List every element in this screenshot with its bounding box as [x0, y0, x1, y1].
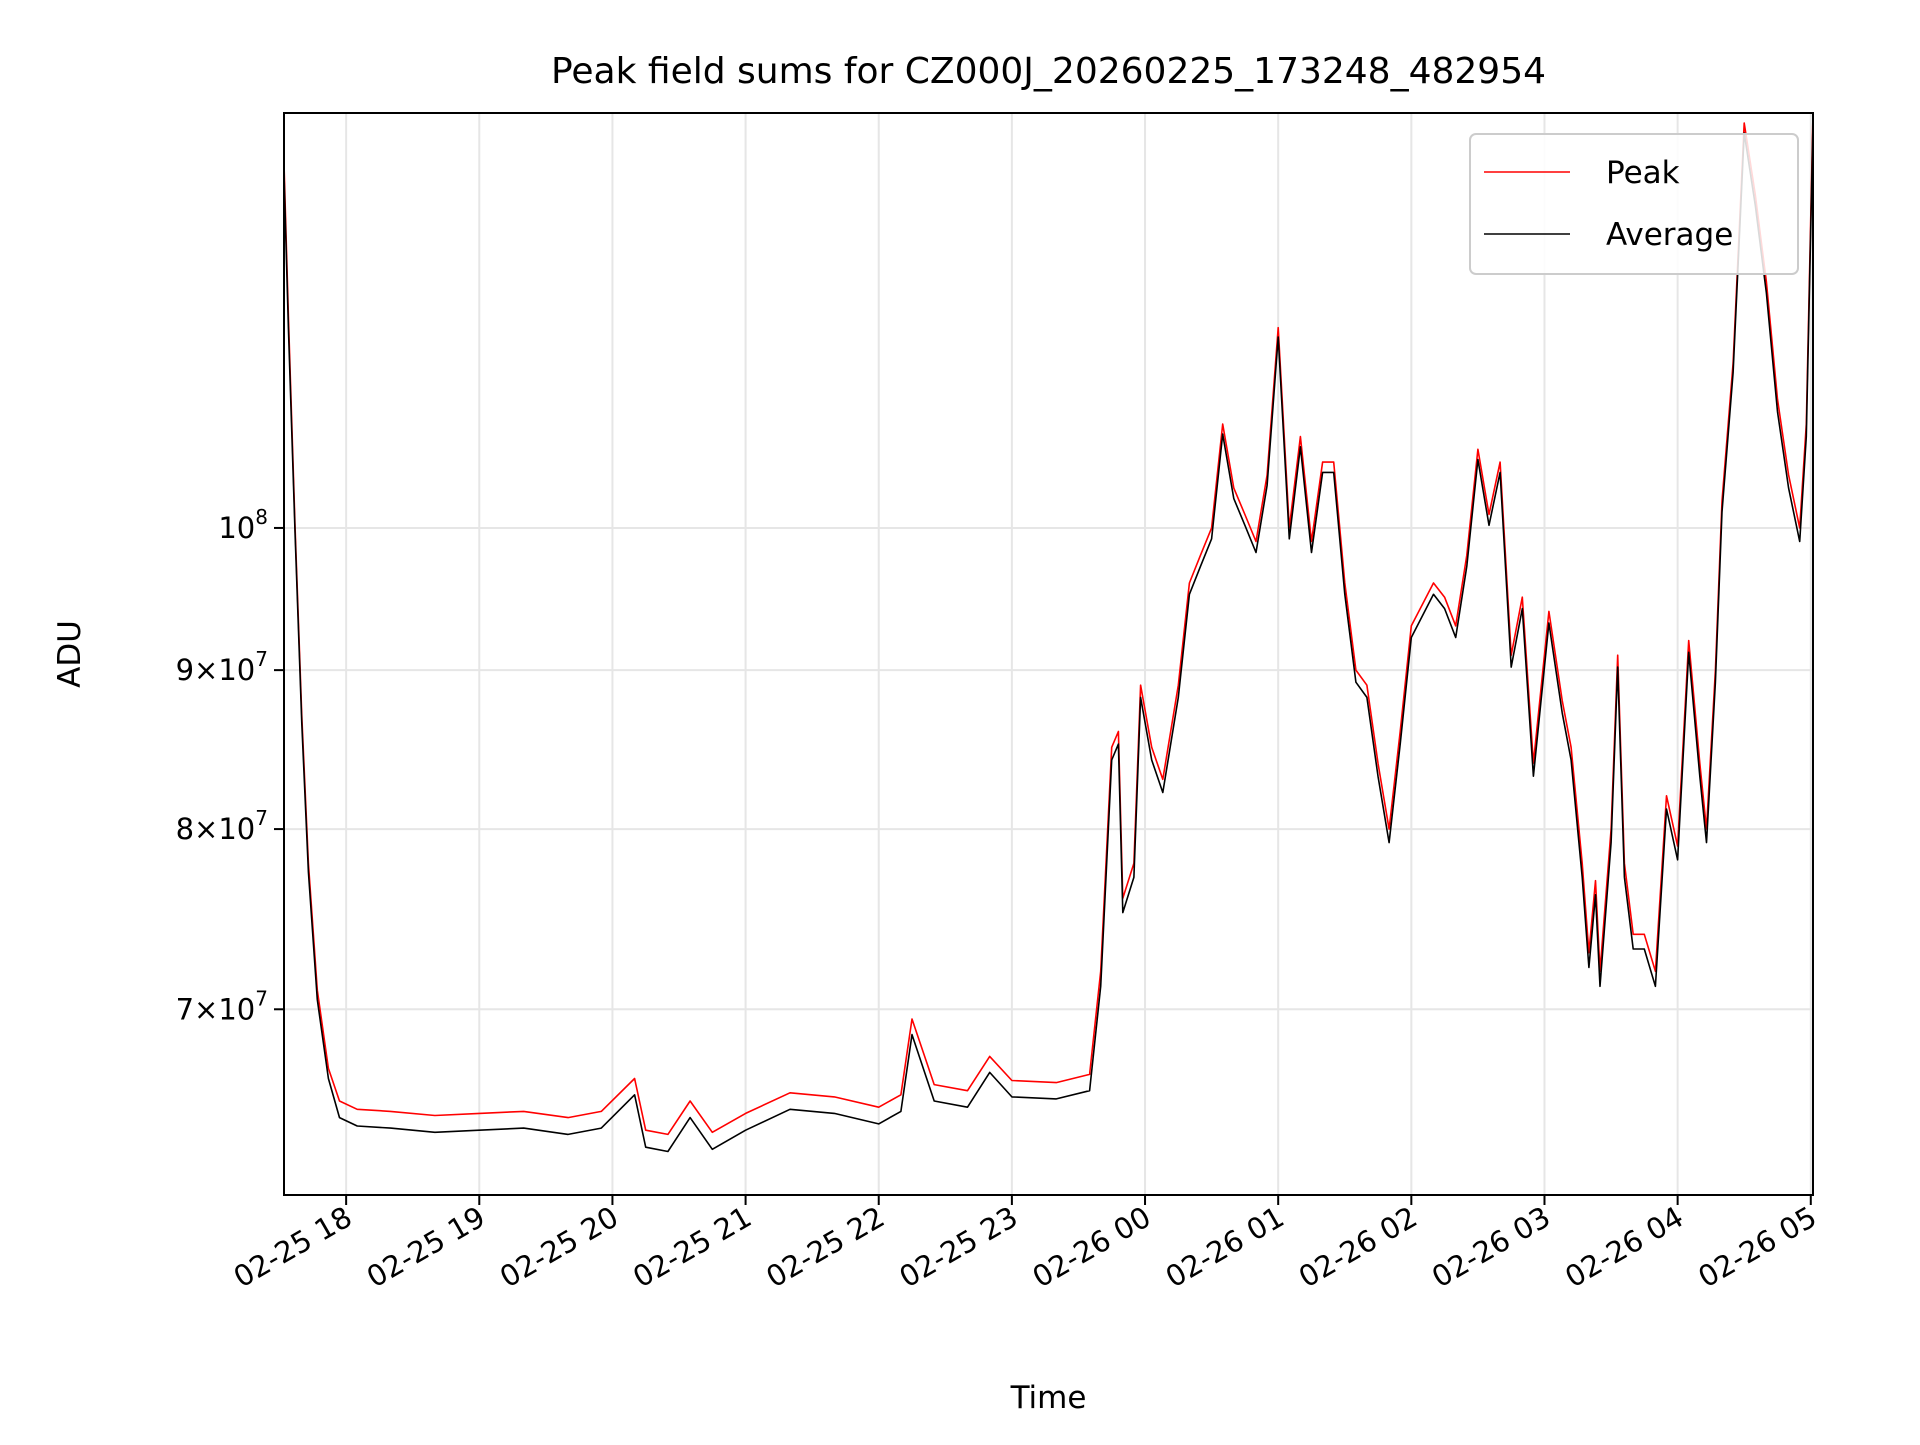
y-tick-label: 108 [218, 505, 268, 545]
y-tick-base: 7×10 [176, 992, 256, 1026]
y-tick-exponent: 7 [255, 986, 268, 1010]
legend-label-average: Average [1606, 217, 1733, 253]
y-tick-base: 8×10 [176, 812, 256, 846]
chart-title: Peak field sums for CZ000J_20260225_1732… [551, 51, 1546, 92]
y-tick-label: 7×107 [176, 986, 268, 1026]
y-tick-base: 9×10 [176, 653, 256, 687]
y-axis-label: ADU [52, 620, 88, 688]
x-axis-label: Time [1010, 1380, 1087, 1416]
series-line-average [283, 122, 1814, 1153]
y-tick-exponent: 7 [255, 647, 268, 671]
legend-label-peak: Peak [1606, 155, 1680, 191]
y-tick-exponent: 8 [255, 505, 268, 529]
plot-frame [283, 112, 1814, 1196]
series-layer [283, 112, 1814, 1153]
y-tick-exponent: 7 [255, 806, 268, 830]
y-tick-label: 8×107 [176, 806, 268, 846]
legend: Peak Average [1469, 133, 1799, 275]
y-tick-label: 9×107 [176, 647, 268, 687]
y-tick-base: 10 [218, 511, 255, 545]
legend-box [1469, 133, 1799, 275]
